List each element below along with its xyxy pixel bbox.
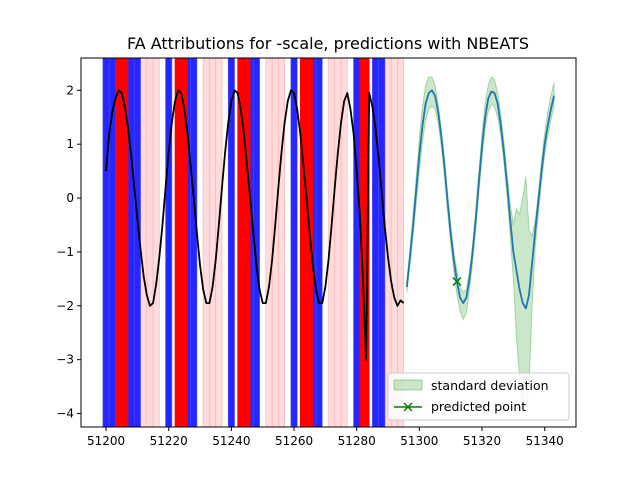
attribution-band-blue-15 <box>378 58 386 427</box>
attribution-band-pink-0 <box>140 58 148 427</box>
attribution-band-red-1 <box>174 58 188 427</box>
marker-layer <box>452 277 462 287</box>
attribution-band-pink-11 <box>340 58 348 427</box>
attribution-band-pink-4 <box>209 58 217 427</box>
attribution-band-blue-4 <box>165 58 173 427</box>
attribution-band-blue-9 <box>253 58 260 427</box>
legend-box <box>387 372 570 421</box>
y-axis: 2 1 0 −1 −2 −3 −4 <box>56 83 81 421</box>
attribution-band-pink-1 <box>146 58 154 427</box>
y-tick-label--3: −3 <box>56 353 74 367</box>
attribution-band-blue-2 <box>127 58 135 427</box>
x-tick-label-51240: 51240 <box>212 434 250 448</box>
attribution-band-blue-0 <box>102 58 110 427</box>
attribution-band-blue-7 <box>227 58 235 427</box>
legend-pred-marker <box>403 402 413 412</box>
x-tick-label-51300: 51300 <box>400 434 438 448</box>
x-tick-label-51200: 51200 <box>87 434 125 448</box>
y-tick-label--2: −2 <box>56 299 74 313</box>
attribution-band-pink-14 <box>397 58 404 427</box>
attribution-band-pink-6 <box>265 58 273 427</box>
attribution-band-blue-12 <box>315 58 323 427</box>
predicted-point-marker <box>452 277 462 287</box>
x-tick-label-51260: 51260 <box>275 434 313 448</box>
attribution-band-pink-3 <box>202 58 210 427</box>
legend-std-swatch <box>393 379 423 391</box>
attribution-band-blue-10 <box>290 58 298 427</box>
attribution-band-red-3 <box>300 58 314 427</box>
std-band-layer <box>406 76 555 415</box>
legend-std-label: standard deviation <box>431 378 549 393</box>
x-axis: 51200 51220 51240 51260 51280 51300 51320 51340 <box>87 427 564 448</box>
std-deviation-band <box>406 76 555 415</box>
series-line-prediction <box>405 89 555 310</box>
attribution-band-pink-13 <box>390 58 398 427</box>
series-layer <box>105 89 555 361</box>
x-tick-label-51280: 51280 <box>338 434 376 448</box>
series-line-history <box>105 89 405 361</box>
y-tick-label-2: 2 <box>66 83 74 97</box>
x-tick-label-51220: 51220 <box>150 434 188 448</box>
legend: standard deviation predicted point <box>387 372 570 421</box>
y-tick-label--1: −1 <box>56 245 74 259</box>
chart-title: FA Attributions for -scale, predictions … <box>127 34 529 53</box>
attribution-band-pink-8 <box>278 58 285 427</box>
y-tick-label--4: −4 <box>56 407 74 421</box>
y-tick-label-0: 0 <box>66 191 74 205</box>
plot-frame <box>80 57 577 428</box>
attribution-band-red-0 <box>115 58 129 427</box>
attribution-band-pink-10 <box>334 58 342 427</box>
legend-pred-label: predicted point <box>431 399 526 414</box>
attribution-band-pink-2 <box>152 58 160 427</box>
attribution-band-blue-13 <box>353 58 361 427</box>
attribution-bands <box>102 58 404 427</box>
attribution-band-red-2 <box>237 58 251 427</box>
attribution-band-red-4 <box>359 58 370 427</box>
attribution-band-blue-6 <box>190 58 198 427</box>
x-tick-label-51340: 51340 <box>526 434 564 448</box>
attribution-band-pink-5 <box>215 58 223 427</box>
x-tick-label-51320: 51320 <box>463 434 501 448</box>
y-tick-label-1: 1 <box>66 137 74 151</box>
